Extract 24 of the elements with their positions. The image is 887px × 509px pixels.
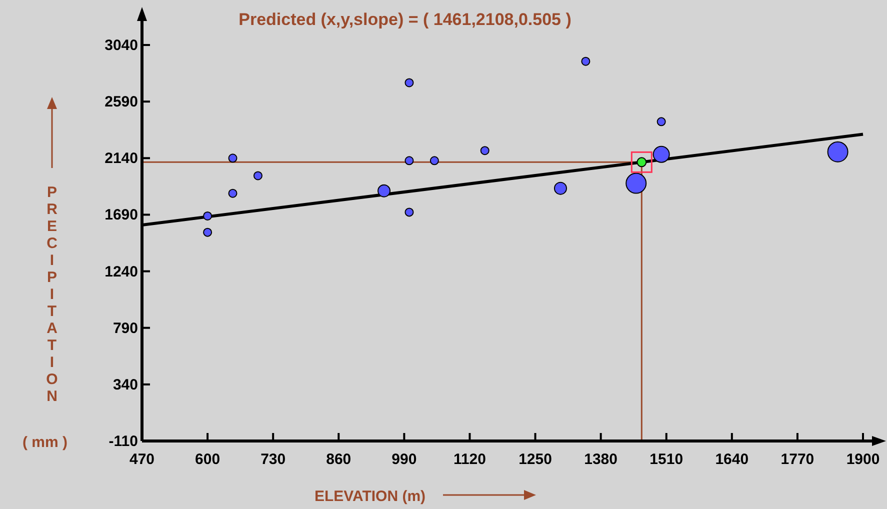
y-tick-label: 2590	[104, 94, 138, 111]
y-tick-label: 340	[112, 376, 138, 394]
y-tick-label: 790	[112, 320, 138, 337]
x-tick-label: 1380	[584, 451, 618, 468]
y-tick-label: 3040	[104, 37, 138, 54]
x-tick-label: 1900	[846, 451, 880, 468]
x-tick-label: 1640	[715, 451, 749, 468]
x-tick-label: 1770	[780, 451, 814, 468]
text: PRECIPITATION	[46, 184, 58, 405]
x-tick-label: 860	[326, 451, 352, 468]
x-axis-title: ELEVATION (m)	[314, 488, 426, 505]
y-tick-label: 1690	[104, 206, 138, 224]
x-tick-label: 600	[195, 451, 220, 468]
y-tick-label: 2140	[104, 150, 138, 168]
chart-title: Predicted (x,y,slope) = ( 1461,2108,0.505 )	[238, 10, 572, 29]
y-tick-label: 1240	[104, 263, 138, 280]
y-tick-label: -110	[108, 433, 138, 450]
text: ( mm )	[22, 434, 68, 451]
x-tick-label: 1510	[650, 451, 684, 468]
x-tick-label: 990	[392, 451, 417, 468]
x-tick-label: 470	[129, 451, 155, 468]
x-tick-label: 730	[260, 451, 286, 468]
x-tick-label: 1250	[518, 451, 552, 468]
x-tick-label: 1120	[453, 451, 486, 468]
